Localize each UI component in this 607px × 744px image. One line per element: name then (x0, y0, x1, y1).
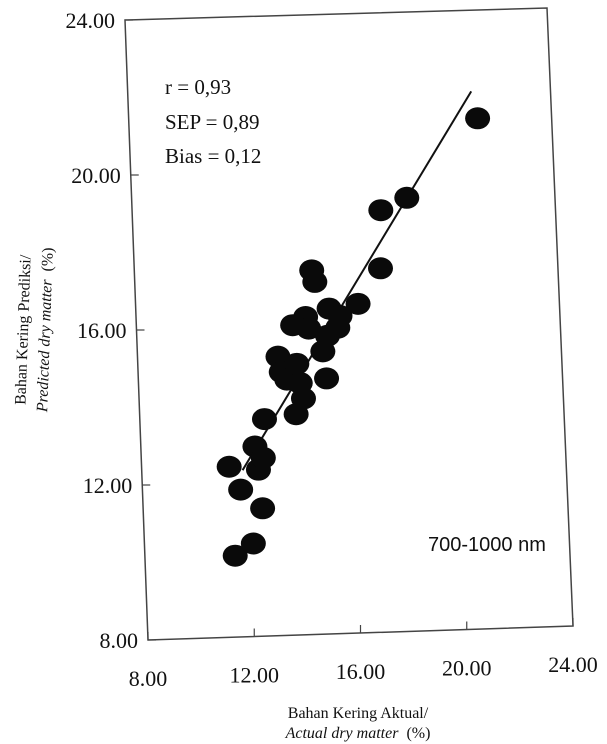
data-point (250, 497, 276, 520)
y-axis-label-en: Predicted dry matter (%) (34, 247, 57, 413)
x-tick-label: 20.00 (442, 656, 492, 681)
data-point (222, 544, 248, 567)
data-point (228, 478, 254, 501)
data-point (240, 532, 266, 555)
data-point (394, 186, 420, 209)
data-point (296, 317, 322, 340)
x-axis-label: Bahan Kering Aktual/ (288, 705, 429, 722)
regression-line (241, 90, 473, 471)
data-point (327, 305, 353, 328)
y-axis-label-unit: (%) (39, 247, 57, 272)
data-point (345, 292, 371, 315)
data-point (314, 367, 340, 390)
data-point (465, 107, 491, 130)
data-point (367, 257, 393, 280)
x-tick-label: 12.00 (230, 663, 280, 688)
annotation-bias: Bias = 0,12 (165, 144, 261, 168)
data-point (290, 387, 316, 410)
y-tick-label: 12.00 (83, 473, 133, 498)
data-point (302, 270, 328, 293)
data-point (284, 352, 310, 375)
y-tick-label: 24.00 (66, 8, 116, 33)
data-point (216, 455, 242, 478)
x-axis-label-en: Actual dry matter (%) (285, 725, 431, 742)
x-tick-label: 16.00 (336, 659, 386, 684)
x-axis-label-unit: (%) (406, 725, 430, 742)
y-tick-label: 20.00 (71, 163, 121, 188)
x-tick-label: 8.00 (129, 666, 168, 691)
y-tick-label: 8.00 (100, 628, 139, 653)
annotation-sep: SEP = 0,89 (165, 110, 260, 134)
x-tick-label: 24.00 (548, 652, 598, 677)
y-tick-label: 16.00 (77, 318, 127, 343)
y-axis-label: Bahan Kering Prediksi/ (12, 254, 34, 405)
y-axis-label-en-text: Predicted dry matter (34, 278, 56, 413)
x-axis-label-en-text: Actual dry matter (285, 725, 400, 742)
annotation-r: r = 0,93 (165, 75, 231, 99)
data-point (251, 408, 277, 431)
data-point (368, 199, 394, 222)
data-point (250, 446, 276, 469)
annotation-range: 700-1000 nm (428, 534, 546, 556)
